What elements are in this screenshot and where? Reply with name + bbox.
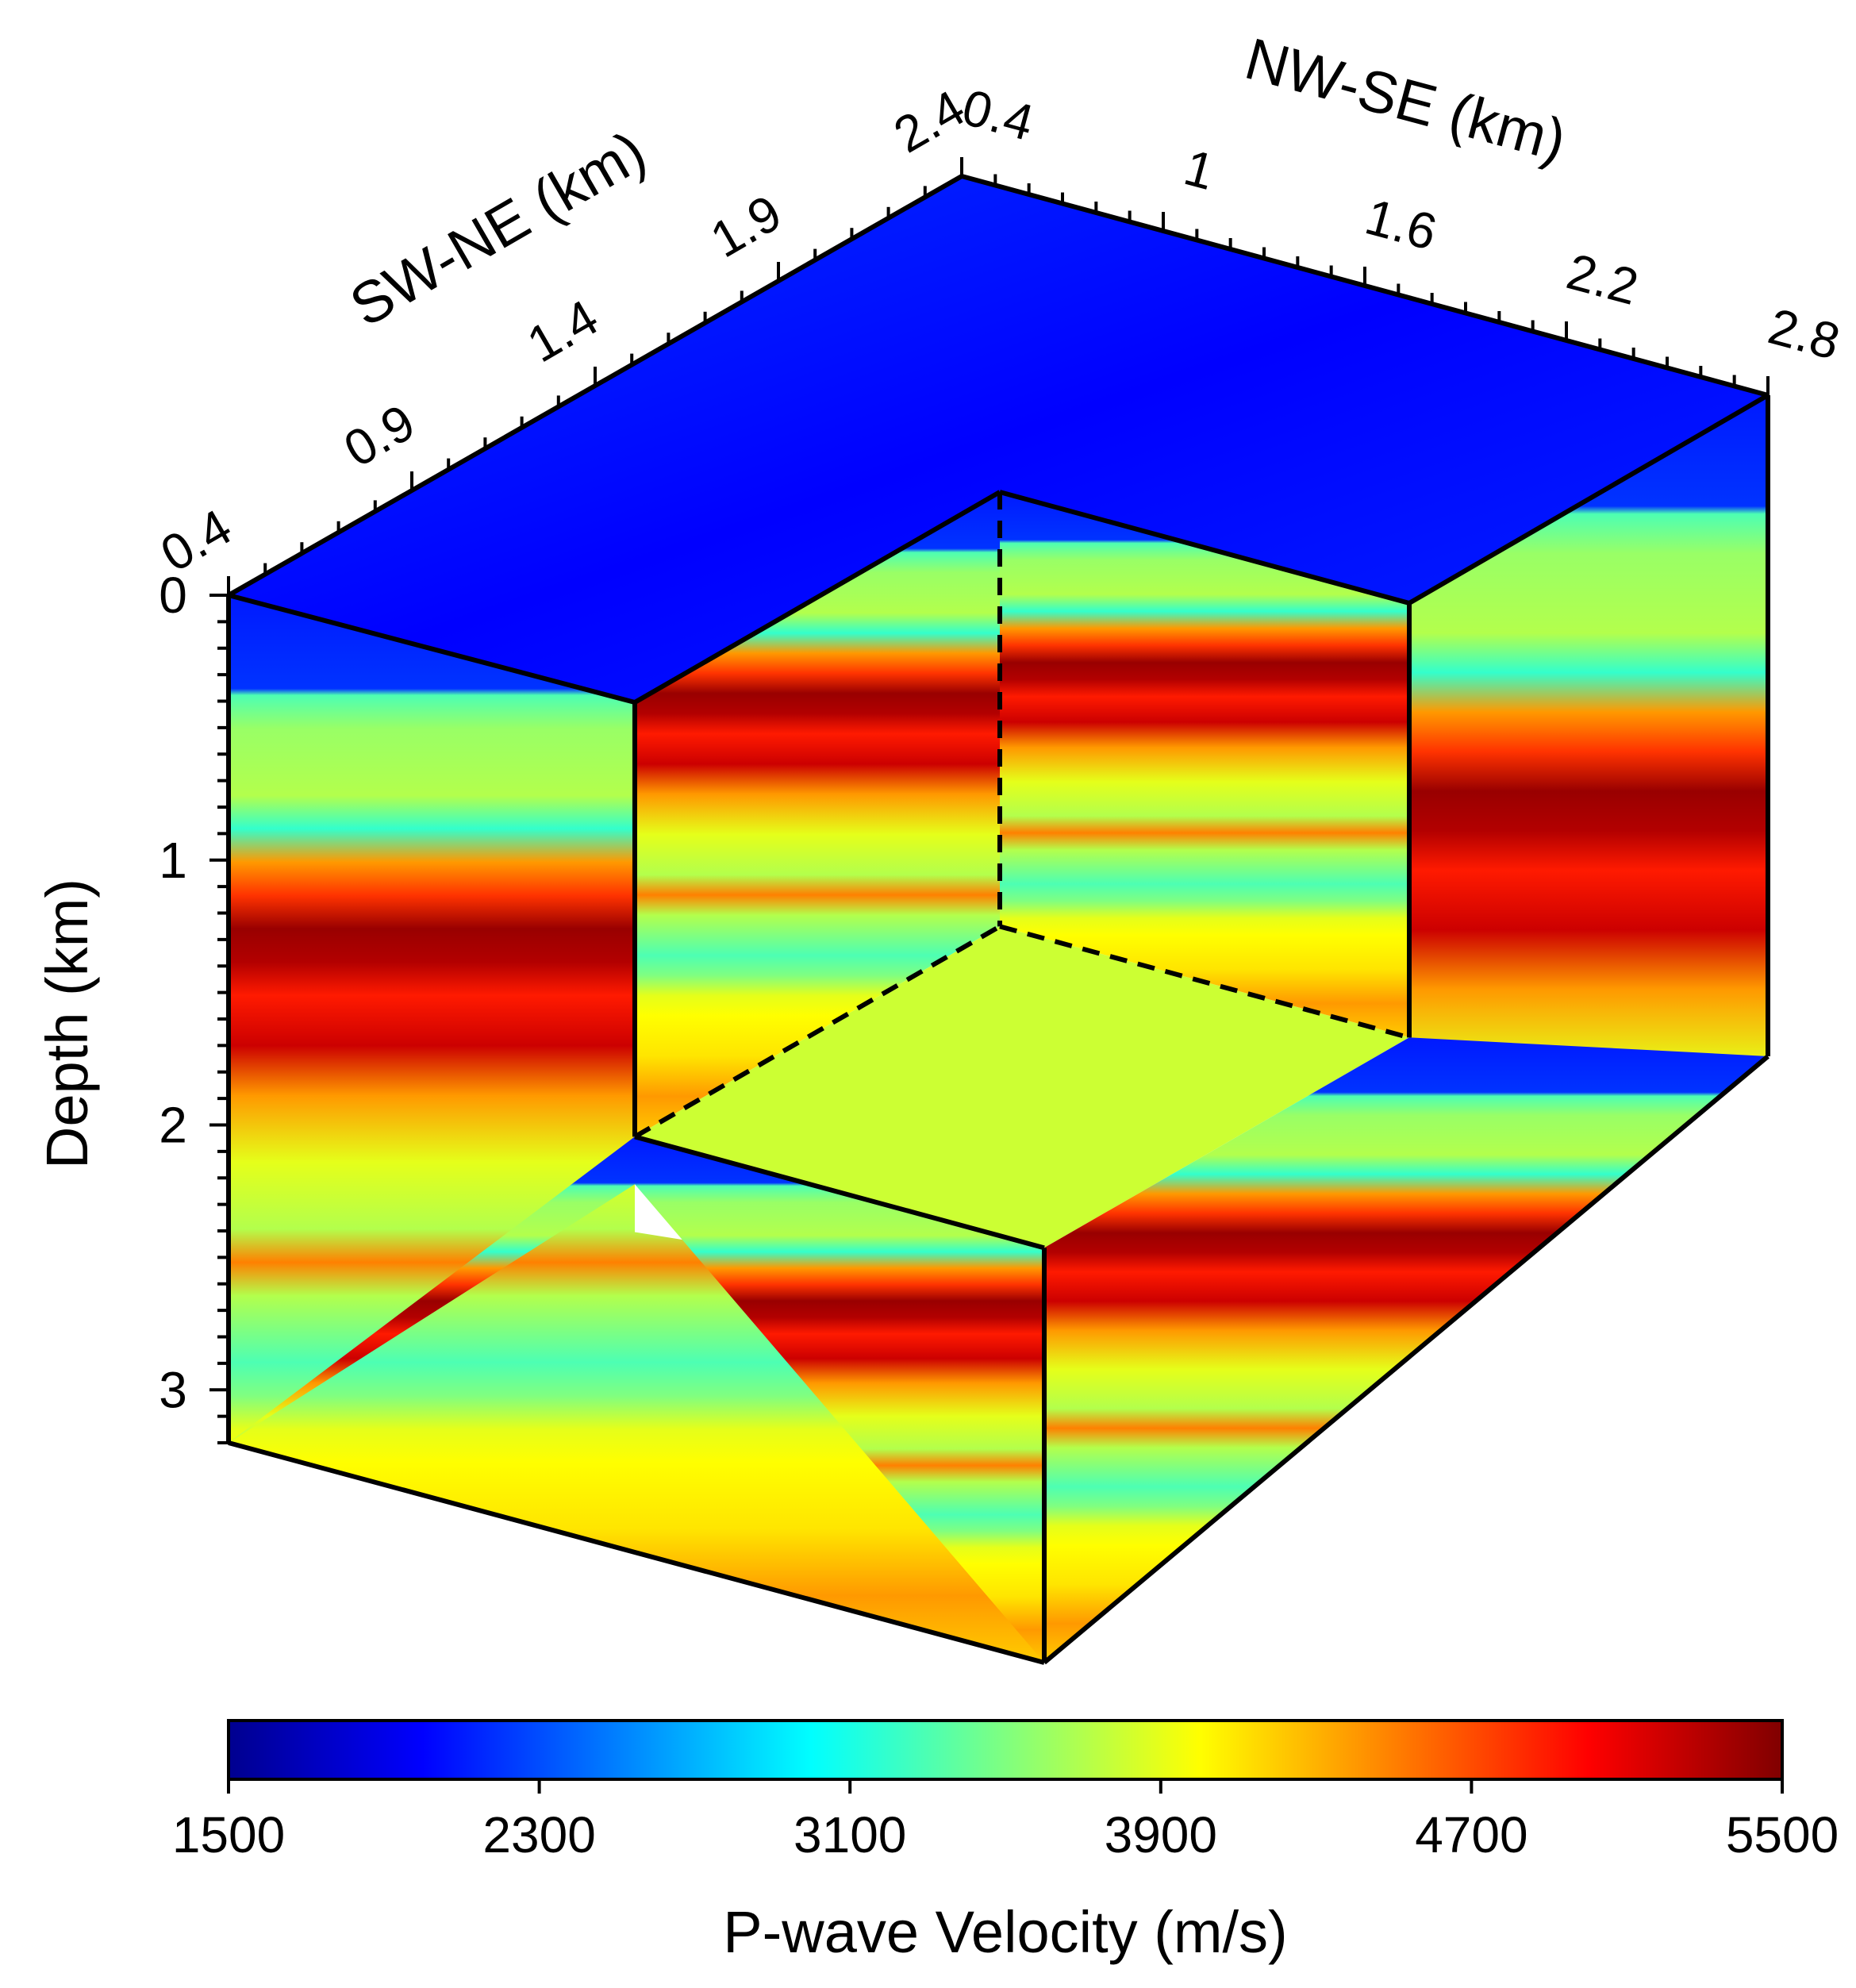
cut-inner-wall-right	[1000, 492, 1409, 1038]
edge-floor-back-right	[999, 924, 1410, 1040]
colorbar-tick-label: 3100	[794, 1806, 906, 1863]
cut-floor	[635, 926, 1409, 1248]
edge-bottom-left	[228, 1440, 1045, 1665]
edge-bottom-right	[1043, 1054, 1770, 1665]
nw-se-tick-label: 2.2	[1561, 242, 1644, 316]
colorbar-tick-label: 3900	[1105, 1806, 1217, 1863]
colorbar-tick-label: 1500	[172, 1806, 285, 1863]
depth-tick-label: 2	[159, 1097, 187, 1154]
sw-ne-tick-label: 1.4	[517, 289, 607, 374]
sw-ne-axis-title: SW-NE (km)	[339, 118, 656, 340]
top-face	[229, 176, 1768, 702]
colorbar: 1500 2300 3100 3900 4700 5500	[172, 1719, 1839, 1863]
depth-axis-title: Depth (km)	[34, 879, 100, 1169]
depth-tick-label: 3	[159, 1361, 187, 1418]
depth-tick-label: 0	[159, 567, 187, 624]
edge-cut-top-right	[999, 490, 1410, 606]
nw-se-tick-label: 0.4	[956, 78, 1039, 152]
edge-cut-top-left	[633, 490, 1001, 705]
colorbar-tick-label: 5500	[1726, 1806, 1839, 1863]
edge-floor-front-left	[634, 1134, 1045, 1251]
edge-top-front-left	[228, 593, 636, 705]
lower-front-face-left	[229, 1136, 1044, 1663]
depth-tick-label: 1	[159, 832, 187, 889]
colorbar-ramp	[227, 1719, 1784, 1781]
edge-top-front-right	[1408, 393, 1770, 606]
cube-faces	[229, 176, 1768, 1663]
lower-front-face-right	[1044, 1037, 1768, 1663]
nw-se-tick-label: 1	[1178, 138, 1220, 201]
cut-inner-wall-left	[635, 492, 1000, 1137]
colorbar-tick-label: 2300	[482, 1806, 595, 1863]
sw-ne-tick-label: 1.9	[701, 184, 790, 269]
colorbar-tick-label: 4700	[1415, 1806, 1527, 1863]
edge-floor-back-left	[633, 924, 1001, 1139]
nw-se-tick-label: 2.8	[1762, 297, 1846, 371]
colorbar-title: P-wave Velocity (m/s)	[723, 1899, 1287, 1965]
sw-ne-tick-label: 0.9	[334, 394, 424, 479]
nw-se-tick-label: 1.6	[1359, 187, 1443, 261]
axis-ticks	[209, 157, 1770, 1444]
nw-se-axis-title: NW-SE (km)	[1239, 25, 1573, 174]
